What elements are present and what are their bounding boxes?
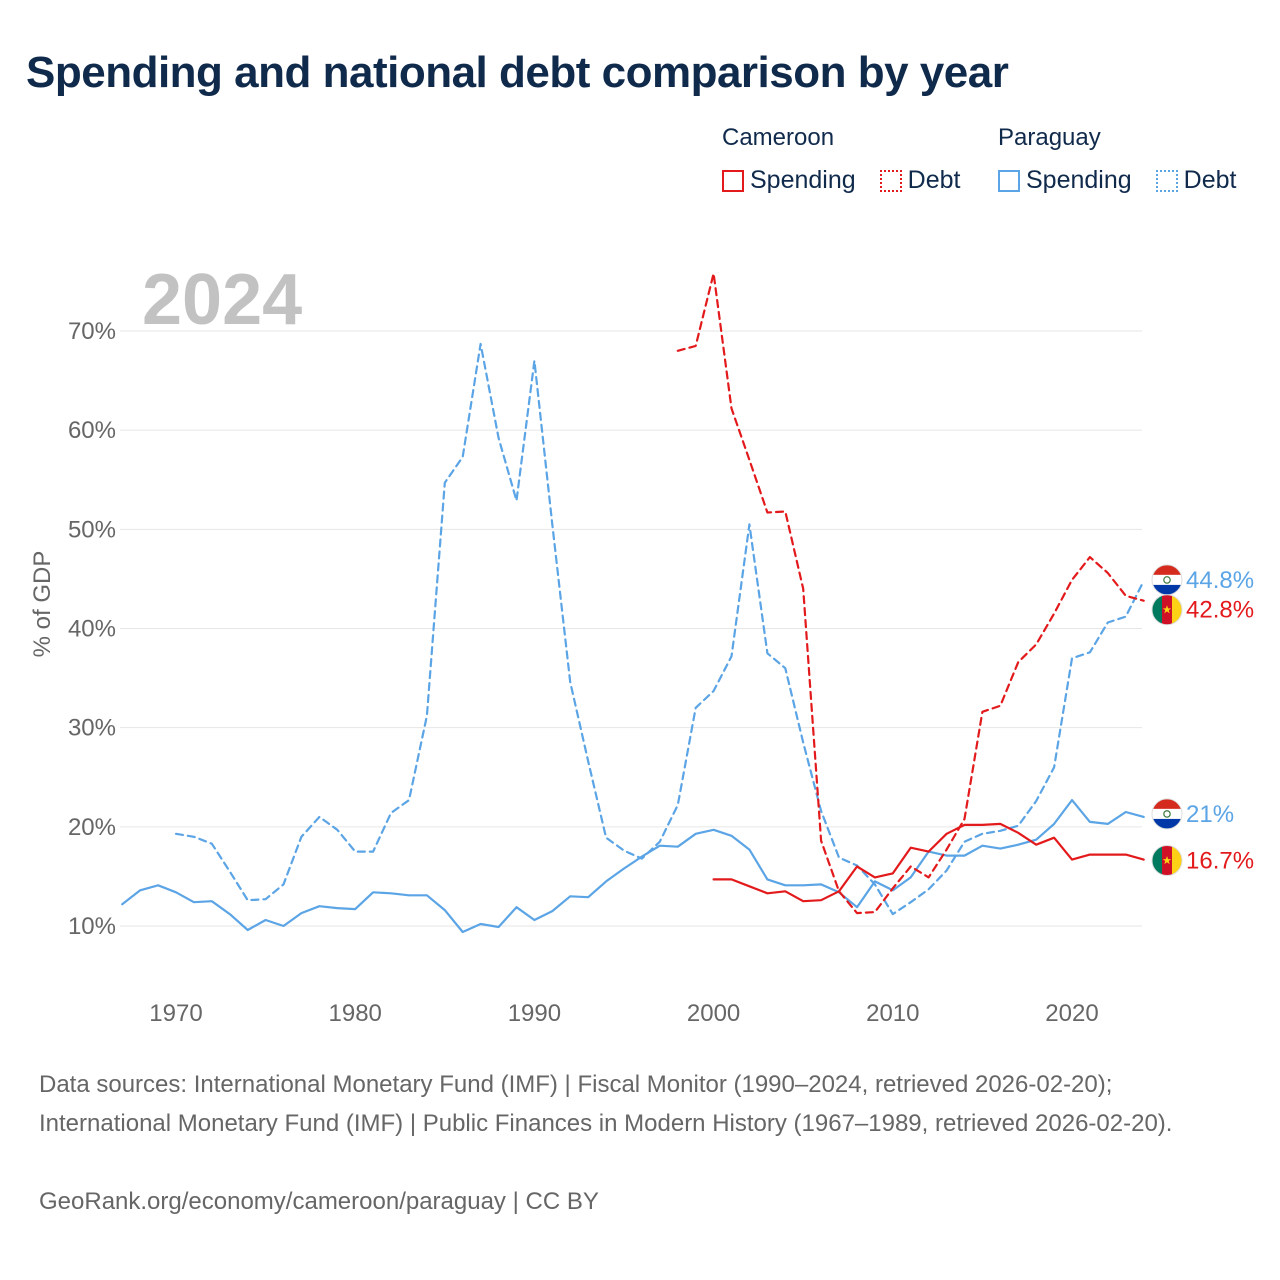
y-tick-label: 40% — [68, 616, 116, 643]
legend-country-cameroon: Cameroon — [722, 124, 835, 151]
legend-swatch-dotted-icon — [1155, 169, 1178, 192]
series-line-paraguay-debt[interactable] — [174, 342, 1145, 916]
chart-title: Spending and national debt comparison by… — [26, 48, 1009, 97]
x-tick-label: 2010 — [866, 1000, 919, 1027]
y-tick-label: 60% — [68, 417, 116, 444]
y-tick-label: 10% — [68, 913, 116, 940]
series-line-cameroon-debt[interactable] — [676, 272, 1145, 915]
x-tick-label: 1990 — [508, 1000, 561, 1027]
y-tick-label: 30% — [68, 715, 116, 742]
y-tick-label: 50% — [68, 516, 116, 543]
legend-swatch-solid-icon — [722, 169, 744, 192]
legend-item-paraguay-debt[interactable]: Debt — [1155, 166, 1237, 195]
legend-item-cameroon-spending[interactable]: Spending — [722, 166, 856, 195]
series-line-cameroon-spending[interactable] — [712, 822, 1145, 903]
legend-cameroon: Cameroon Spending Debt — [722, 124, 960, 195]
legend-paraguay: Paraguay Spending Debt — [998, 124, 1236, 195]
paraguay-flag-icon — [1151, 564, 1183, 596]
legend-item-cameroon-debt[interactable]: Debt — [879, 166, 961, 195]
y-tick-label: 20% — [68, 814, 116, 841]
year-watermark: 2024 — [142, 260, 302, 340]
paraguay-flag-icon — [1151, 798, 1183, 830]
legend-label: Spending — [750, 166, 856, 194]
legend-swatch-dotted-icon — [879, 169, 902, 192]
cameroon-flag-icon — [1151, 845, 1183, 877]
data-sources: Data sources: International Monetary Fun… — [39, 1071, 1173, 1137]
y-axis-title: % of GDP — [29, 551, 56, 658]
x-tick-label: 2000 — [687, 1000, 740, 1027]
legend-item-paraguay-spending[interactable]: Spending — [998, 166, 1132, 195]
end-value-label: 16.7% — [1186, 848, 1254, 875]
legend-swatch-solid-icon — [998, 169, 1020, 192]
legend-label: Spending — [1026, 166, 1132, 194]
legend-country-paraguay: Paraguay — [998, 124, 1101, 151]
series-line-paraguay-spending[interactable] — [121, 798, 1145, 934]
line-chart: 2024 10% 20% 30% 40% 50% 60% 70% 1970 1980 1990 2… — [29, 260, 1254, 1027]
end-value-label: 42.8% — [1186, 597, 1254, 624]
end-value-label: 44.8% — [1186, 567, 1254, 594]
x-tick-label: 2020 — [1045, 1000, 1098, 1027]
credit-link[interactable]: GeoRank.org/economy/cameroon/paraguay | … — [39, 1188, 599, 1215]
legend-label: Debt — [907, 166, 961, 194]
y-tick-label: 70% — [68, 318, 116, 345]
x-tick-label: 1970 — [149, 1000, 202, 1027]
cameroon-flag-icon — [1151, 594, 1183, 626]
end-value-label: 21% — [1186, 801, 1234, 828]
legend-label: Debt — [1183, 166, 1237, 194]
x-tick-label: 1980 — [329, 1000, 382, 1027]
